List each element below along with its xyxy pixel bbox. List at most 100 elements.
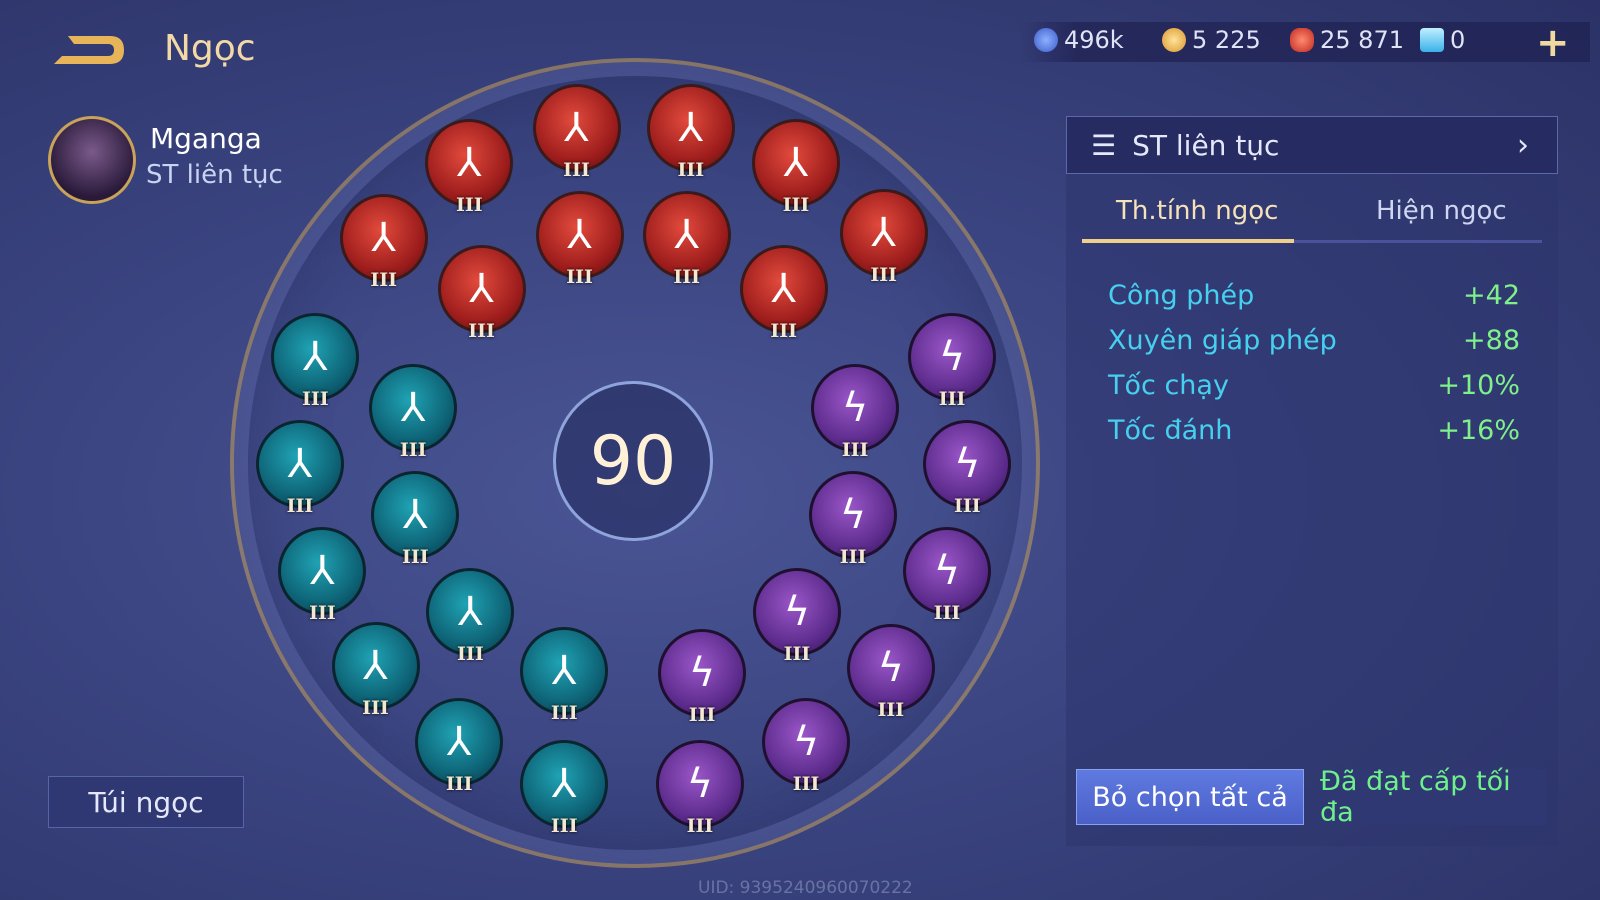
- teal-rune-slot[interactable]: ⅄ III: [426, 568, 515, 665]
- stat-name: Tốc đánh: [1108, 415, 1233, 446]
- blue-card-icon: [1420, 28, 1444, 52]
- red-rune-icon: ⅄: [678, 104, 704, 151]
- rune-level-label: III: [877, 699, 905, 722]
- rune-level: 90: [553, 381, 713, 541]
- purple-rune-icon: ϟ: [954, 441, 981, 488]
- teal-rune-slot[interactable]: ⅄ III: [520, 627, 609, 724]
- purple-rune-slot[interactable]: ϟ III: [902, 527, 991, 624]
- list-icon: ☰: [1091, 128, 1117, 162]
- purple-rune-slot[interactable]: ϟ III: [762, 697, 851, 795]
- teal-rune-slot[interactable]: ⅄ III: [271, 313, 360, 410]
- rune-level-label: III: [550, 814, 578, 837]
- red-rune-icon: ⅄: [371, 214, 396, 261]
- teal-rune-slot[interactable]: ⅄ III: [520, 739, 609, 837]
- teal-rune-icon: ⅄: [552, 760, 577, 807]
- purple-rune-icon: ϟ: [841, 385, 869, 432]
- teal-rune-icon: ⅄: [403, 492, 428, 539]
- red-rune-slot[interactable]: ⅄ III: [535, 190, 624, 288]
- teal-rune-slot[interactable]: ⅄ III: [331, 622, 420, 719]
- red-rune-slot[interactable]: ⅄ III: [839, 188, 928, 286]
- stat-value: +16%: [1437, 415, 1520, 446]
- teal-rune-icon: ⅄: [458, 589, 483, 636]
- red-rune-slot[interactable]: ⅄ III: [642, 190, 731, 288]
- rune-level-label: III: [362, 697, 389, 720]
- tab-show-runes[interactable]: Hiện ngọc: [1376, 196, 1507, 226]
- teal-rune-slot[interactable]: ⅄ III: [369, 364, 458, 461]
- rune-level-label: III: [770, 319, 797, 342]
- teal-rune-slot[interactable]: ⅄ III: [415, 697, 504, 795]
- rune-level-label: III: [783, 643, 811, 666]
- purple-rune-slot[interactable]: ϟ III: [655, 739, 744, 837]
- red-rune-slot[interactable]: ⅄ III: [437, 244, 526, 342]
- teal-rune-icon: ⅄: [401, 385, 426, 432]
- teal-rune-icon: ⅄: [552, 648, 577, 695]
- stat-row: Tốc đánh +16%: [1108, 415, 1520, 446]
- teal-rune-icon: ⅄: [446, 718, 472, 765]
- teal-rune-slot[interactable]: ⅄ III: [255, 420, 344, 517]
- back-arrow-icon[interactable]: [50, 28, 128, 72]
- rune-level-label: III: [566, 265, 593, 288]
- rune-level-label: III: [309, 602, 336, 625]
- active-tab-indicator: [1082, 239, 1294, 243]
- add-resource-button[interactable]: +: [1536, 20, 1570, 66]
- rune-level-label: III: [677, 158, 705, 181]
- blue-coin-icon: [1034, 28, 1058, 52]
- resource-value: 496k: [1064, 26, 1124, 54]
- red-rune-slot[interactable]: ⅄ III: [739, 244, 828, 342]
- deselect-all-button[interactable]: Bỏ chọn tất cả: [1076, 769, 1304, 825]
- max-level-label: Đã đạt cấp tối đa: [1320, 766, 1546, 828]
- hero-name: Mganga: [150, 122, 262, 155]
- rune-level-label: III: [563, 158, 590, 181]
- purple-rune-slot[interactable]: ϟ III: [811, 364, 900, 461]
- rune-level-label: III: [938, 388, 966, 411]
- rune-level-label: III: [399, 439, 427, 462]
- resource-blue-card: 0: [1420, 26, 1465, 54]
- red-rune-slot[interactable]: ⅄ III: [532, 83, 621, 181]
- rune-level-label: III: [686, 814, 714, 837]
- resource-value: 0: [1450, 26, 1466, 54]
- red-rune-slot[interactable]: ⅄ III: [339, 193, 428, 291]
- red-rune-slot[interactable]: ⅄ III: [751, 119, 840, 216]
- stat-row: Công phép +42: [1108, 280, 1520, 311]
- stat-name: Xuyên giáp phép: [1108, 325, 1337, 356]
- uid-text: UID: 9395240960070222: [698, 878, 913, 898]
- hero-rune-set: ST liên tục: [146, 160, 283, 190]
- tab-divider: [1082, 240, 1542, 243]
- purple-rune-icon: ϟ: [938, 334, 966, 381]
- tab-rune-stats[interactable]: Th.tính ngọc: [1116, 196, 1279, 226]
- purple-rune-slot[interactable]: ϟ III: [908, 313, 997, 410]
- rune-bag-button[interactable]: Túi ngọc: [48, 776, 244, 828]
- teal-rune-slot[interactable]: ⅄ III: [371, 471, 460, 568]
- purple-rune-slot[interactable]: ϟ III: [658, 629, 747, 726]
- rune-level-label: III: [673, 265, 701, 288]
- red-gem-icon: [1290, 28, 1314, 52]
- red-rune-slot[interactable]: ⅄ III: [425, 119, 514, 216]
- rune-level-label: III: [456, 194, 483, 217]
- rune-set-selector[interactable]: ☰ ST liên tục ›: [1066, 116, 1558, 174]
- purple-rune-icon: ϟ: [792, 718, 820, 765]
- teal-rune-icon: ⅄: [310, 548, 335, 595]
- rune-level-label: III: [401, 546, 429, 569]
- purple-rune-slot[interactable]: ϟ III: [846, 624, 935, 721]
- rune-level-label: III: [457, 643, 484, 666]
- resource-blue-coin: 496k: [1034, 26, 1124, 54]
- teal-rune-slot[interactable]: ⅄ III: [278, 527, 367, 624]
- stat-name: Công phép: [1108, 280, 1255, 311]
- hero-avatar[interactable]: [48, 116, 136, 204]
- rune-level-label: III: [370, 268, 397, 291]
- rune-level-label: III: [841, 439, 869, 462]
- stat-row: Xuyên giáp phép +88: [1108, 325, 1520, 356]
- purple-rune-icon: ϟ: [933, 548, 961, 595]
- rune-level-label: III: [286, 495, 314, 518]
- purple-rune-slot[interactable]: ϟ III: [809, 471, 898, 568]
- purple-rune-slot[interactable]: ϟ III: [923, 420, 1012, 517]
- rune-level-label: III: [953, 495, 981, 518]
- teal-rune-icon: ⅄: [303, 334, 328, 381]
- stat-value: +42: [1463, 280, 1520, 311]
- red-rune-slot[interactable]: ⅄ III: [646, 83, 735, 181]
- rune-level-label: III: [782, 194, 810, 217]
- rune-level-label: III: [839, 546, 867, 569]
- rune-panel: [1066, 116, 1558, 846]
- red-rune-icon: ⅄: [871, 209, 896, 256]
- purple-rune-slot[interactable]: ϟ III: [752, 568, 841, 665]
